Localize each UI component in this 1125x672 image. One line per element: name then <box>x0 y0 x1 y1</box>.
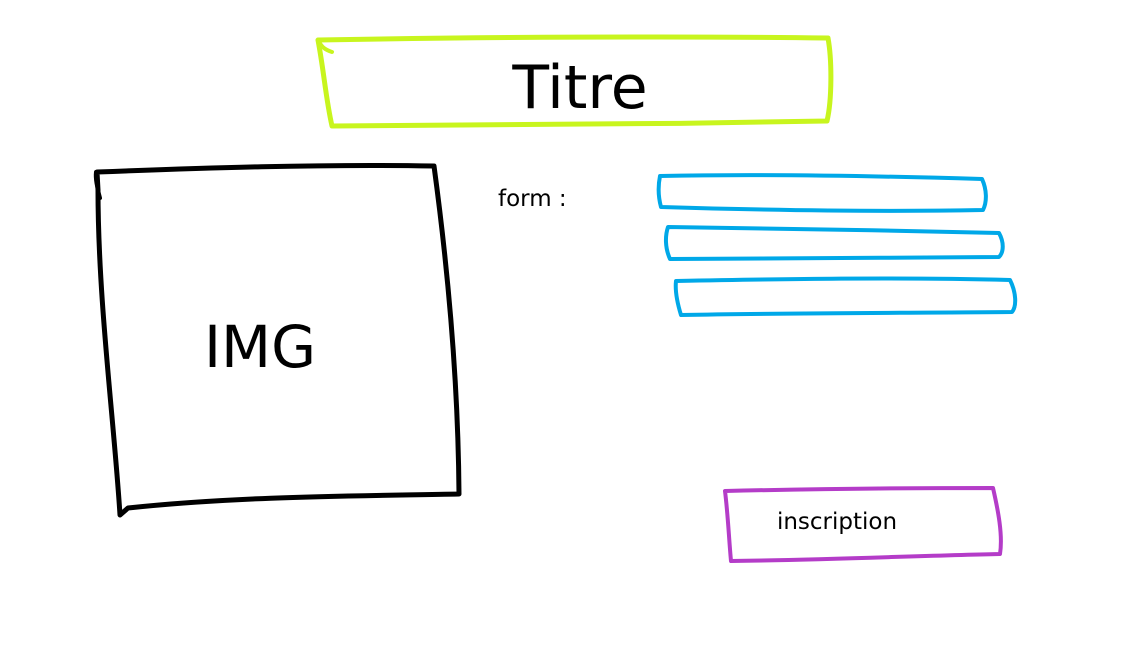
submit-button-outline <box>723 486 1003 563</box>
form-field-outline-3 <box>673 276 1018 317</box>
title-box-outline-stroke2 <box>316 38 334 54</box>
page-title: Titre <box>512 53 648 123</box>
inscription-button[interactable] <box>728 491 998 559</box>
img-box-outline <box>94 162 462 518</box>
form-field-outline-2 <box>663 225 1005 261</box>
image-placeholder-label: IMG <box>203 313 317 381</box>
img-box-corner <box>93 170 102 200</box>
submit-button-label: inscription <box>776 509 898 535</box>
form-field-outline-1 <box>656 173 988 213</box>
form-field-3[interactable] <box>680 284 1010 312</box>
form-field-2[interactable] <box>672 231 998 257</box>
form-label: form : <box>498 186 567 212</box>
image-placeholder <box>98 166 458 512</box>
title-box-outline <box>315 34 834 129</box>
form-field-1[interactable] <box>664 180 982 208</box>
